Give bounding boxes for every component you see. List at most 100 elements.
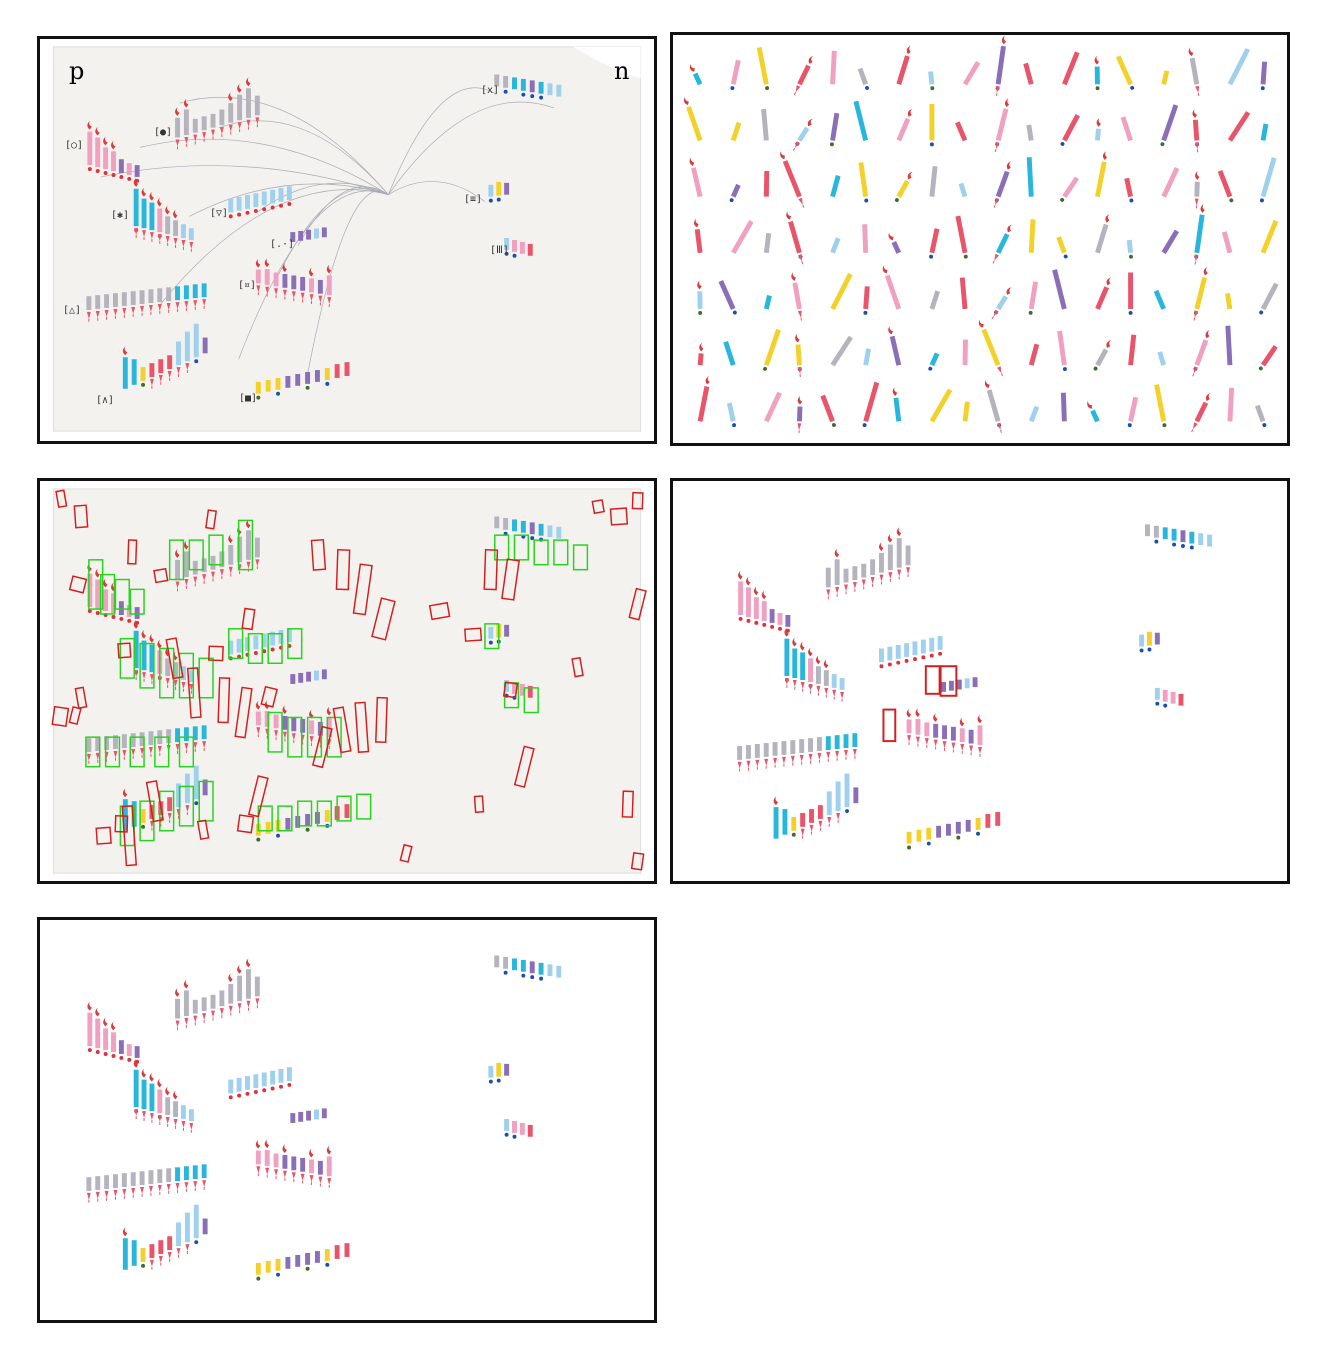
detection-box-green xyxy=(198,657,214,699)
candle-piece xyxy=(149,191,155,242)
candle-stick xyxy=(519,683,525,696)
candle-dot xyxy=(754,620,759,625)
thread-line xyxy=(140,138,389,195)
candle-piece xyxy=(1026,124,1034,141)
detection-box-green xyxy=(257,805,273,832)
candle-dot xyxy=(698,310,703,315)
candle-piece xyxy=(130,291,136,317)
candle-flame xyxy=(133,177,139,187)
candle-dot xyxy=(87,1048,92,1053)
candle-drip xyxy=(185,363,190,371)
candle-flame xyxy=(228,534,233,544)
candle-flame xyxy=(1001,35,1007,45)
candle-piece xyxy=(236,638,242,659)
candle-stick xyxy=(965,819,971,832)
detection-box-red xyxy=(234,686,253,739)
candle-stick xyxy=(763,294,772,310)
candle-piece xyxy=(527,1124,533,1137)
candle-dot xyxy=(496,1078,501,1083)
candle-dot xyxy=(1162,423,1167,428)
candle-stick xyxy=(201,283,207,298)
candle-dot xyxy=(530,536,535,541)
candle-stick xyxy=(103,589,109,612)
candle-stick xyxy=(799,739,805,753)
candle-piece xyxy=(1171,528,1177,547)
candle-piece xyxy=(158,1240,164,1266)
candle-piece xyxy=(261,633,267,654)
candle-drip xyxy=(844,584,848,592)
candle-flame xyxy=(784,627,789,637)
candle-stick xyxy=(165,216,171,235)
candle-stick xyxy=(896,55,910,85)
candle-drip xyxy=(852,748,857,756)
candle-flame xyxy=(907,171,913,180)
candle-piece xyxy=(157,1078,163,1125)
detection-box-red xyxy=(153,567,169,584)
candle-piece xyxy=(133,619,139,681)
candle-piece xyxy=(112,293,118,319)
candle-piece xyxy=(324,368,330,386)
candle-stick xyxy=(286,186,292,200)
candle-flame xyxy=(834,548,840,558)
candle-piece xyxy=(689,63,703,86)
candle-stick xyxy=(809,809,814,823)
candle-stick xyxy=(165,658,171,677)
candle-stick xyxy=(889,335,902,366)
candle-stick xyxy=(896,538,902,568)
candle-stick xyxy=(790,740,796,754)
candle-drip xyxy=(746,760,751,768)
candle-drip xyxy=(1195,85,1200,94)
candle-piece xyxy=(245,195,250,215)
candle-dot xyxy=(1260,86,1265,91)
candle-piece xyxy=(157,1169,163,1195)
candle-piece xyxy=(95,295,101,321)
candle-stick xyxy=(926,827,932,840)
candle-piece xyxy=(188,228,194,252)
candle-drip xyxy=(189,241,194,249)
candle-dot xyxy=(1172,542,1177,547)
candle-stick xyxy=(334,364,340,378)
candle-stick xyxy=(261,191,267,206)
candle-flame xyxy=(879,542,884,551)
candle-stick xyxy=(321,227,327,238)
candle-stick xyxy=(192,284,198,299)
candle-drip xyxy=(134,228,139,236)
candle-stick xyxy=(295,374,301,386)
candle-stick xyxy=(201,116,207,131)
candle-piece xyxy=(264,258,270,297)
candle-stick xyxy=(852,566,858,581)
candle-drip xyxy=(175,139,180,147)
candle-flame xyxy=(111,140,116,150)
candle-piece xyxy=(780,150,805,208)
candle-piece xyxy=(1028,219,1036,253)
candle-piece xyxy=(1227,387,1235,422)
candle-piece xyxy=(193,323,199,364)
candle-stick xyxy=(893,397,902,422)
detection-box-red xyxy=(145,780,165,823)
candle-piece xyxy=(995,812,1001,826)
candle-stick xyxy=(788,220,802,254)
candle-stick xyxy=(1162,527,1168,540)
candle-stick xyxy=(87,1012,93,1047)
candle-flame xyxy=(95,568,100,578)
candle-stick xyxy=(1128,396,1139,422)
candle-piece xyxy=(1028,405,1040,423)
candle-piece xyxy=(167,355,173,381)
candle-piece xyxy=(512,240,517,258)
candle-piece xyxy=(1093,340,1112,371)
candle-dot xyxy=(530,94,535,99)
candle-drip xyxy=(309,294,314,302)
candle-stick xyxy=(228,103,234,123)
candle-stick xyxy=(219,551,225,568)
candle-stick xyxy=(180,224,186,239)
candle-piece xyxy=(122,346,128,389)
candle-dot xyxy=(865,86,870,90)
candle-piece xyxy=(512,958,517,971)
candle-piece xyxy=(896,108,913,142)
candle-stick xyxy=(948,680,954,691)
candle-stick xyxy=(139,732,145,747)
candle-flame xyxy=(228,92,233,102)
candle-stick xyxy=(753,597,759,619)
candle-piece xyxy=(86,738,92,764)
candle-piece xyxy=(955,121,968,142)
